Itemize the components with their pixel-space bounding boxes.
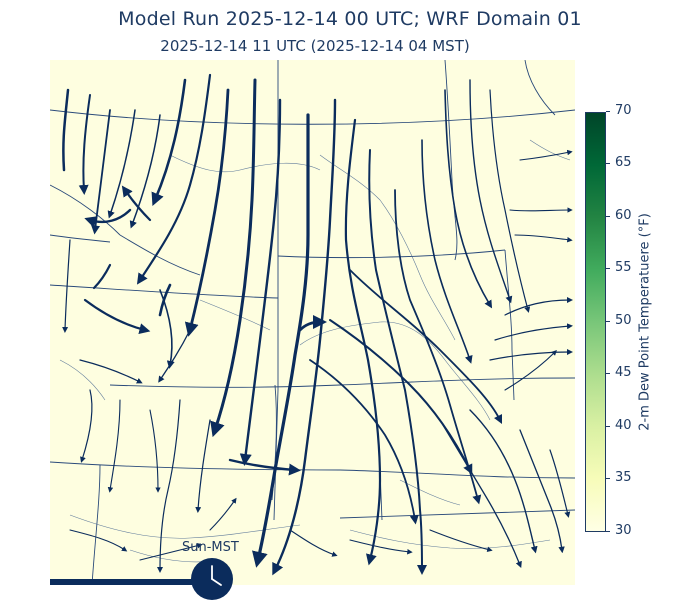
colorbar-tick: 65 bbox=[606, 155, 632, 170]
colorbar-tick: 45 bbox=[606, 365, 632, 380]
colorbar-tick: 60 bbox=[606, 208, 632, 223]
wind-streamlines bbox=[62, 73, 573, 576]
state-boundaries bbox=[50, 60, 575, 585]
timeline-progress-bar[interactable] bbox=[50, 579, 208, 585]
colorbar bbox=[585, 112, 606, 532]
colorbar-tick: 55 bbox=[606, 260, 632, 275]
map-subtitle: 2025-12-14 11 UTC (2025-12-14 04 MST) bbox=[160, 37, 470, 55]
clock-icon bbox=[191, 558, 233, 600]
colorbar-tick: 30 bbox=[606, 523, 632, 538]
rivers bbox=[59, 139, 571, 563]
colorbar-tick: 70 bbox=[606, 103, 632, 118]
colorbar-ticks: 70 65 60 55 50 45 40 35 30 bbox=[606, 103, 646, 538]
map-panel bbox=[50, 60, 575, 585]
clock-label: Sun-MST bbox=[182, 540, 239, 555]
colorbar-label: 2-m Dew Point Temperatuere (°F) bbox=[637, 213, 653, 431]
map-title: Model Run 2025-12-14 00 UTC; WRF Domain … bbox=[118, 8, 582, 30]
colorbar-tick: 35 bbox=[606, 470, 632, 485]
map-canvas bbox=[50, 60, 575, 585]
colorbar-tick: 50 bbox=[606, 313, 632, 328]
colorbar-tick: 40 bbox=[606, 418, 632, 433]
